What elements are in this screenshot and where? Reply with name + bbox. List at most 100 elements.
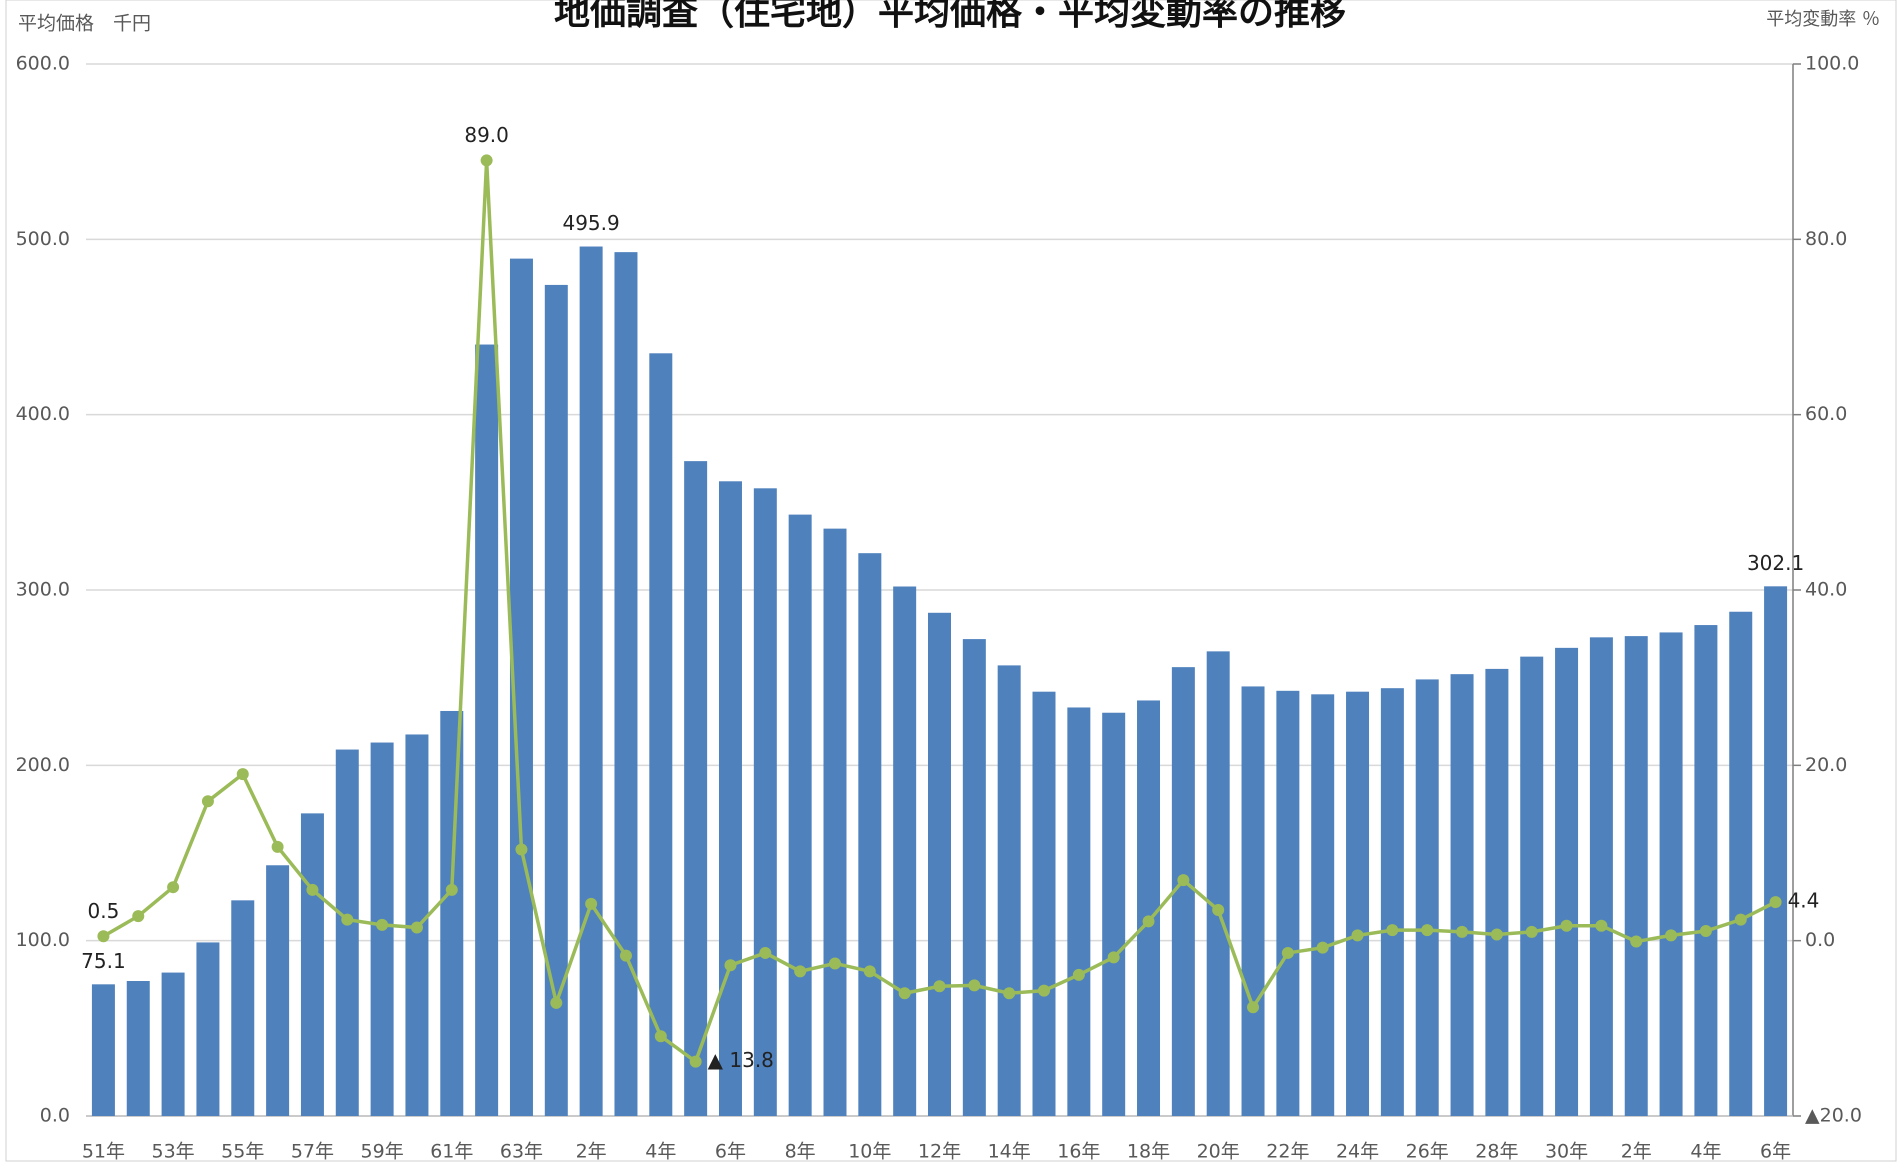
x-tick-label: 22年 <box>1266 1141 1309 1162</box>
bar <box>1624 636 1648 1116</box>
bar <box>1555 647 1579 1116</box>
line-point <box>97 930 110 943</box>
bar <box>231 900 255 1116</box>
bar <box>509 258 533 1116</box>
y-tick-label: 200.0 <box>16 754 70 776</box>
bar <box>161 972 185 1116</box>
y-tick-label: 300.0 <box>16 579 70 601</box>
line-point <box>1456 925 1469 938</box>
bar <box>196 942 220 1116</box>
y-tick-label: 600.0 <box>16 53 70 75</box>
line-point <box>550 996 563 1009</box>
y2-tick-label: 60.0 <box>1805 403 1847 425</box>
bar <box>788 514 812 1116</box>
line-point <box>1734 913 1747 926</box>
line-point <box>933 980 946 993</box>
bar <box>1380 688 1404 1116</box>
line-point <box>1490 928 1503 941</box>
line-point <box>515 843 528 856</box>
x-tick-label: 4年 <box>645 1141 676 1162</box>
x-tick-label: 61年 <box>430 1141 473 1162</box>
bar <box>997 665 1021 1116</box>
bar <box>335 749 359 1116</box>
bar <box>1694 625 1718 1116</box>
line-point <box>1281 946 1294 959</box>
x-tick-label: 57年 <box>291 1141 334 1162</box>
line-point <box>306 883 319 896</box>
bar <box>91 984 115 1116</box>
bar <box>1729 611 1753 1116</box>
line-point <box>654 1030 667 1043</box>
bar <box>475 344 499 1116</box>
bar <box>1346 691 1370 1116</box>
line-point <box>1699 925 1712 938</box>
bar <box>1589 637 1613 1116</box>
bar <box>266 865 290 1116</box>
bar <box>1102 712 1126 1116</box>
line-point <box>1177 874 1190 887</box>
line-point <box>1142 915 1155 928</box>
x-tick-label: 51年 <box>82 1141 125 1162</box>
line-point <box>619 949 632 962</box>
x-tick-label: 6年 <box>715 1141 746 1162</box>
bar <box>893 586 917 1116</box>
y-axis-title: 平均価格 千円 <box>18 13 151 35</box>
bar <box>1764 586 1788 1116</box>
line-point <box>271 840 284 853</box>
line-point <box>132 910 145 923</box>
line-point <box>1316 941 1329 954</box>
x-tick-label: 16年 <box>1057 1141 1100 1162</box>
data-label: 302.1 <box>1747 551 1804 575</box>
x-tick-label: 18年 <box>1127 1141 1170 1162</box>
bar <box>1415 679 1439 1116</box>
y2-tick-label: 40.0 <box>1805 579 1847 601</box>
line-point <box>167 881 180 894</box>
line-point <box>1003 987 1016 1000</box>
bar <box>718 481 742 1116</box>
x-tick-label: 53年 <box>151 1141 194 1162</box>
bar <box>544 284 568 1116</box>
line-point <box>1421 924 1434 937</box>
line-point <box>1351 929 1364 942</box>
x-tick-label: 12年 <box>918 1141 961 1162</box>
y2-tick-label: 80.0 <box>1805 228 1847 250</box>
y2-tick-label: 100.0 <box>1805 53 1859 75</box>
chart-title: 地価調査（住宅地）平均価格・平均変動率の推移 <box>554 0 1346 33</box>
data-label: 495.9 <box>562 211 619 235</box>
line-point <box>201 795 214 808</box>
x-tick-label: 14年 <box>988 1141 1031 1162</box>
bar <box>1659 632 1683 1116</box>
x-tick-label: 10年 <box>848 1141 891 1162</box>
line-point <box>1769 896 1782 909</box>
line-point <box>898 987 911 1000</box>
bar <box>1067 707 1091 1116</box>
bar <box>858 553 882 1116</box>
x-tick-label: 26年 <box>1406 1141 1449 1162</box>
bar <box>1206 651 1230 1116</box>
bar <box>1485 668 1509 1116</box>
x-tick-label: 59年 <box>361 1141 404 1162</box>
bar <box>649 353 673 1116</box>
line-point <box>376 918 389 931</box>
line-point <box>410 921 423 934</box>
bar <box>1520 656 1544 1116</box>
x-tick-label: 2年 <box>576 1141 607 1162</box>
y2-tick-label: ▲20.0 <box>1805 1105 1862 1127</box>
bar <box>1241 686 1265 1116</box>
bar <box>1032 691 1056 1116</box>
line-point <box>863 965 876 978</box>
x-tick-label: 24年 <box>1336 1141 1379 1162</box>
data-label: 4.4 <box>1788 889 1820 913</box>
x-tick-label: 8年 <box>785 1141 816 1162</box>
bar <box>928 612 951 1116</box>
line-point <box>341 913 354 926</box>
line-point <box>828 957 841 970</box>
line-point <box>724 959 737 972</box>
data-label: 89.0 <box>464 123 509 147</box>
line-point <box>759 946 772 959</box>
data-label: ▲ 13.8 <box>708 1048 774 1072</box>
x-tick-label: 55年 <box>221 1141 264 1162</box>
bar <box>962 639 986 1116</box>
x-tick-label: 6年 <box>1760 1141 1791 1162</box>
